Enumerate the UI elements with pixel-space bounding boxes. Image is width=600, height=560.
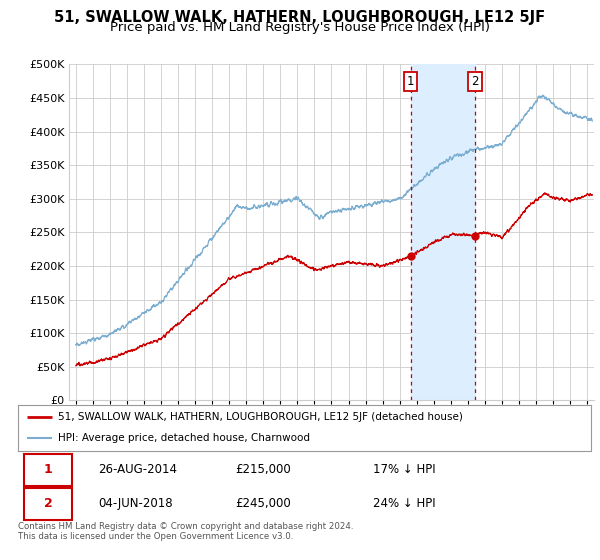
FancyBboxPatch shape	[24, 488, 73, 520]
Text: Contains HM Land Registry data © Crown copyright and database right 2024.
This d: Contains HM Land Registry data © Crown c…	[18, 522, 353, 542]
Bar	[411, 64, 475, 400]
Text: Price paid vs. HM Land Registry's House Price Index (HPI): Price paid vs. HM Land Registry's House …	[110, 21, 490, 34]
Text: 2: 2	[44, 497, 52, 510]
Text: 51, SWALLOW WALK, HATHERN, LOUGHBOROUGH, LE12 5JF: 51, SWALLOW WALK, HATHERN, LOUGHBOROUGH,…	[55, 10, 545, 25]
Text: HPI: Average price, detached house, Charnwood: HPI: Average price, detached house, Char…	[58, 433, 310, 444]
Text: 2: 2	[471, 74, 479, 88]
Text: 1: 1	[44, 463, 52, 476]
Text: 1: 1	[407, 74, 415, 88]
Text: 04-JUN-2018: 04-JUN-2018	[98, 497, 173, 510]
Text: 17% ↓ HPI: 17% ↓ HPI	[373, 463, 436, 476]
Text: £215,000: £215,000	[236, 463, 292, 476]
FancyBboxPatch shape	[24, 454, 73, 486]
Text: £245,000: £245,000	[236, 497, 292, 510]
Text: 26-AUG-2014: 26-AUG-2014	[98, 463, 177, 476]
Text: 51, SWALLOW WALK, HATHERN, LOUGHBOROUGH, LE12 5JF (detached house): 51, SWALLOW WALK, HATHERN, LOUGHBOROUGH,…	[58, 412, 463, 422]
Text: 24% ↓ HPI: 24% ↓ HPI	[373, 497, 436, 510]
